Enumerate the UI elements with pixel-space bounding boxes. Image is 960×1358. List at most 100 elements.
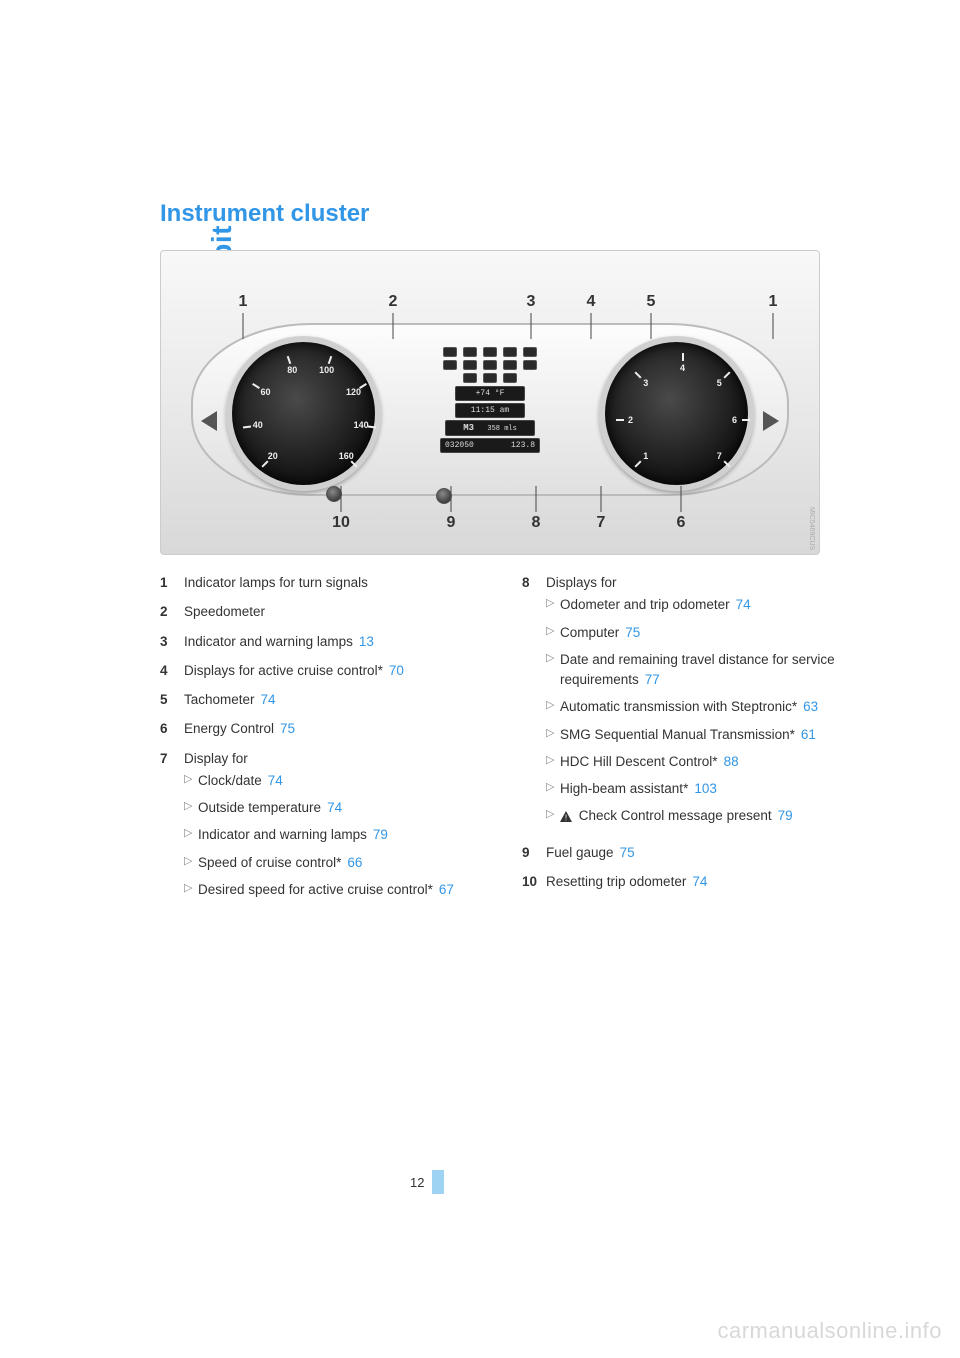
legend-subitem: ▷Odometer and trip odometer74 xyxy=(546,595,860,615)
callout-line xyxy=(773,313,774,339)
callout-bottom: 10 xyxy=(332,514,350,532)
legend-item-number: 6 xyxy=(160,719,184,739)
gauge-tick xyxy=(742,419,750,421)
legend-item-body: Indicator and warning lamps13 xyxy=(184,632,498,652)
legend-subitem: ▷! Check Control message present79 xyxy=(546,806,860,826)
warning-lamp-row xyxy=(425,360,555,370)
legend-item: 4Displays for active cruise control*70 xyxy=(160,661,498,681)
callout-bottom: 8 xyxy=(532,514,541,532)
gauge-tick xyxy=(359,383,367,389)
lcd-odo-value: 032050 xyxy=(445,441,474,450)
legend-item-text: Indicator and warning lamps13 xyxy=(184,632,498,652)
callout-bottom: 6 xyxy=(677,514,686,532)
turn-signal-right-icon xyxy=(763,411,779,431)
legend-item-number: 7 xyxy=(160,749,184,769)
callout-line xyxy=(531,313,532,339)
legend-item-body: Fuel gauge75 xyxy=(546,843,860,863)
legend-item: 7Display for▷Clock/date74▷Outside temper… xyxy=(160,749,498,908)
warning-lamp-icon xyxy=(503,347,517,357)
warning-lamp-row xyxy=(425,347,555,357)
callout-bottom: 9 xyxy=(447,514,456,532)
gauge-tick-label: 80 xyxy=(287,365,297,375)
gauge-tick-label: 60 xyxy=(260,387,270,397)
page-content: Instrument cluster 20406080100120140160 … xyxy=(100,200,860,916)
warning-lamp-icon xyxy=(523,360,537,370)
warning-lamp-icon xyxy=(483,360,497,370)
center-display-stack: +74 °F 11:15 am M3 358 mls 032050 123.8 xyxy=(425,347,555,455)
gauge-tick-label: 20 xyxy=(268,451,278,461)
page-number-bar xyxy=(432,1170,444,1194)
triangle-bullet-icon: ▷ xyxy=(546,697,560,715)
legend-subitem-text: Outside temperature74 xyxy=(198,798,498,818)
callout-line xyxy=(341,486,342,512)
callout-bottom: 7 xyxy=(597,514,606,532)
triangle-bullet-icon: ▷ xyxy=(546,725,560,743)
legend-subitem: ▷Clock/date74 xyxy=(184,771,498,791)
speedometer-gauge: 20406080100120140160 xyxy=(226,336,381,491)
legend-subitem: ▷Indicator and warning lamps79 xyxy=(184,825,498,845)
triangle-bullet-icon: ▷ xyxy=(184,853,198,871)
callout-line xyxy=(451,486,452,512)
legend-item: 9Fuel gauge75 xyxy=(522,843,860,863)
triangle-bullet-icon: ▷ xyxy=(546,806,560,824)
lcd-time: 11:15 am xyxy=(455,403,525,418)
triangle-bullet-icon: ▷ xyxy=(184,798,198,816)
legend-columns: 1Indicator lamps for turn signals2Speedo… xyxy=(160,573,860,916)
gauge-tick xyxy=(243,425,251,428)
page-number-value: 12 xyxy=(410,1175,424,1190)
legend-item-number: 5 xyxy=(160,690,184,710)
warning-lamp-icon xyxy=(503,373,517,383)
legend-item-body: Indicator lamps for turn signals xyxy=(184,573,498,593)
warning-lamp-icon xyxy=(523,347,537,357)
legend-item-number: 9 xyxy=(522,843,546,863)
legend-item: 5Tachometer74 xyxy=(160,690,498,710)
tachometer-gauge: 1234567 xyxy=(599,336,754,491)
legend-subitem: ▷SMG Sequential Manual Transmission*61 xyxy=(546,725,860,745)
legend-subitem-text: Desired speed for active cruise control*… xyxy=(198,880,498,900)
legend-item-number: 2 xyxy=(160,602,184,622)
watermark: carmanualsonline.info xyxy=(717,1318,942,1344)
triangle-bullet-icon: ▷ xyxy=(546,650,560,668)
callout-top: 3 xyxy=(527,293,536,311)
gauge-tick-label: 2 xyxy=(628,415,633,425)
legend-subitem: ▷High-beam assistant*103 xyxy=(546,779,860,799)
gauge-tick-label: 3 xyxy=(643,378,648,388)
legend-item-body: Displays for▷Odometer and trip odometer7… xyxy=(546,573,860,834)
warning-lamp-icon xyxy=(463,360,477,370)
gauge-tick-label: 7 xyxy=(717,451,722,461)
triangle-bullet-icon: ▷ xyxy=(546,752,560,770)
gauge-tick xyxy=(252,383,260,389)
legend-item: 1Indicator lamps for turn signals xyxy=(160,573,498,593)
gauge-tick xyxy=(261,461,268,468)
legend-subitem-text: Indicator and warning lamps79 xyxy=(198,825,498,845)
warning-lamp-icon xyxy=(503,360,517,370)
legend-subitem-text: Automatic transmission with Steptronic*6… xyxy=(560,697,860,717)
triangle-bullet-icon: ▷ xyxy=(546,595,560,613)
callout-line xyxy=(651,313,652,339)
triangle-bullet-icon: ▷ xyxy=(546,623,560,641)
lcd-gear: M3 xyxy=(463,423,474,433)
callout-line xyxy=(393,313,394,339)
gauge-tick xyxy=(351,461,358,468)
legend-subitem-text: Clock/date74 xyxy=(198,771,498,791)
gauge-tick xyxy=(286,356,291,364)
gauge-tick xyxy=(724,461,731,468)
legend-subitem-text: ! Check Control message present79 xyxy=(560,806,860,826)
triangle-bullet-icon: ▷ xyxy=(184,880,198,898)
warning-lamp-icon xyxy=(483,347,497,357)
svg-text:!: ! xyxy=(565,814,567,823)
callout-top: 1 xyxy=(239,293,248,311)
legend-item-number: 4 xyxy=(160,661,184,681)
legend-item-text: Speedometer xyxy=(184,602,498,622)
legend-item-body: Speedometer xyxy=(184,602,498,622)
legend-item-number: 1 xyxy=(160,573,184,593)
legend-subitem: ▷Outside temperature74 xyxy=(184,798,498,818)
legend-item-text: Display for xyxy=(184,749,498,769)
legend-item-text: Displays for active cruise control*70 xyxy=(184,661,498,681)
legend-subitem: ▷Date and remaining travel distance for … xyxy=(546,650,860,691)
gauge-tick-label: 4 xyxy=(680,363,685,373)
warning-lamp-icon xyxy=(463,347,477,357)
gauge-tick-label: 140 xyxy=(354,420,369,430)
warning-lamp-icon xyxy=(463,373,477,383)
legend-item-text: Fuel gauge75 xyxy=(546,843,860,863)
